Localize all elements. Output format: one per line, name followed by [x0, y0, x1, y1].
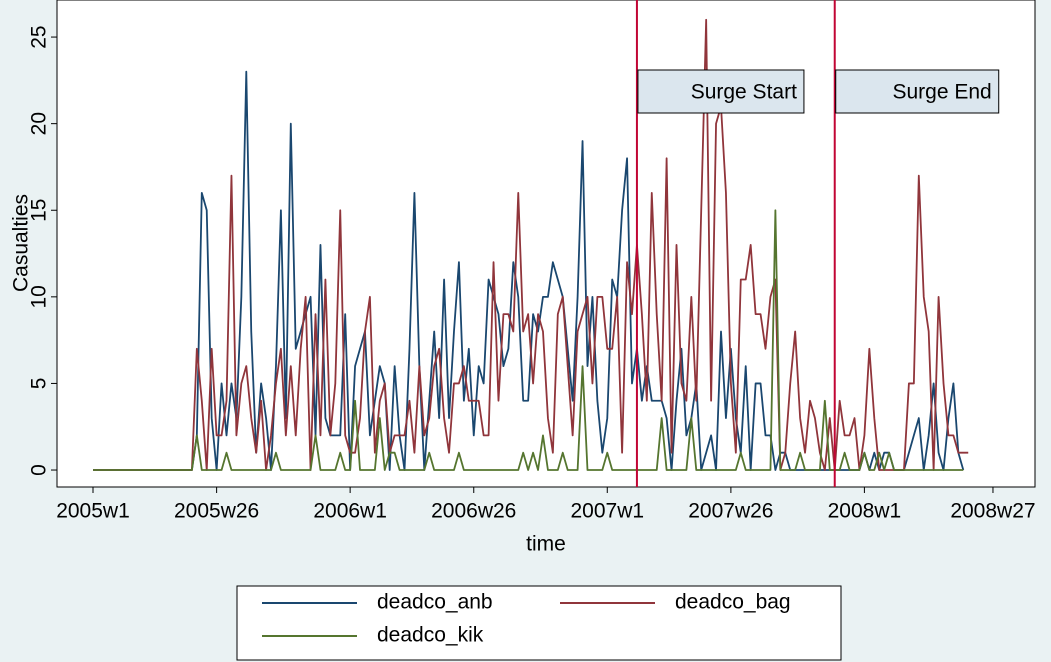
x-tick-label: 2008w27 — [950, 500, 1035, 523]
legend-label: deadco_anb — [377, 591, 493, 614]
x-tick-label: 2005w1 — [56, 500, 130, 523]
annotation-box — [835, 69, 1000, 114]
y-axis-title: Casualties — [10, 194, 33, 292]
x-tick-label: 2007w26 — [688, 500, 773, 523]
x-axis-title: time — [526, 533, 566, 556]
x-tick-label: 2006w26 — [431, 500, 516, 523]
annotation: Surge End — [892, 81, 991, 104]
x-tick-label: 2008w1 — [828, 500, 902, 523]
y-tick-label: 5 — [28, 378, 51, 390]
legend — [236, 585, 842, 661]
annotation: Surge Start — [691, 81, 797, 104]
y-tick-label: 0 — [28, 464, 51, 476]
y-tick-label: 10 — [28, 285, 51, 308]
x-tick-label: 2006w1 — [313, 500, 387, 523]
y-tick-label: 20 — [28, 112, 51, 135]
y-tick-label: 25 — [28, 25, 51, 48]
x-tick-label: 2005w26 — [174, 500, 259, 523]
legend-label: deadco_bag — [675, 591, 791, 614]
annotation-box — [637, 69, 805, 114]
legend-label: deadco_kik — [377, 624, 484, 647]
x-tick-label: 2007w1 — [570, 500, 644, 523]
series-line — [93, 209, 964, 471]
series-line — [93, 18, 969, 471]
y-tick-label: 15 — [28, 199, 51, 222]
